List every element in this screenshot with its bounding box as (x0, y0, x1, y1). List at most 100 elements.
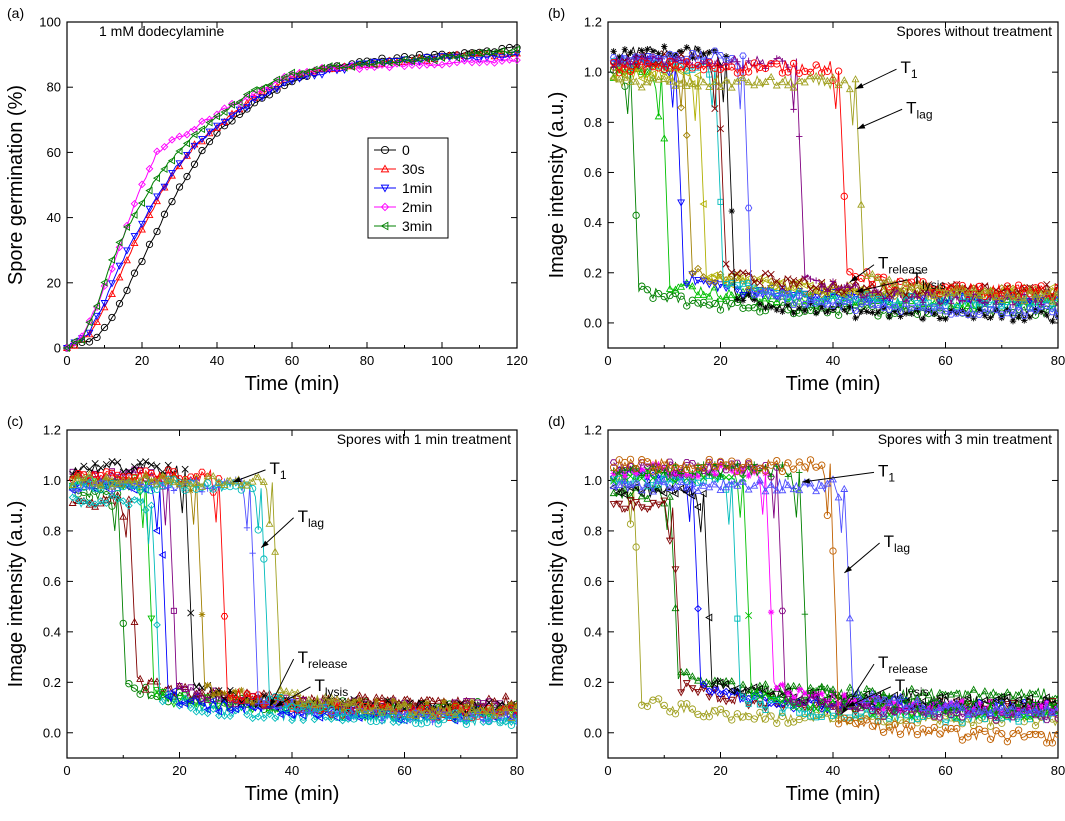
data-point (851, 75, 860, 83)
data-point (153, 462, 161, 470)
data-point (209, 485, 217, 493)
data-point (85, 470, 94, 478)
data-point (226, 712, 234, 721)
y-tick-label: 80 (47, 80, 61, 95)
data-point (671, 285, 680, 293)
data-point (671, 566, 680, 574)
data-point (644, 470, 651, 477)
data-point (198, 468, 206, 476)
x-tick-label: 60 (397, 763, 411, 778)
data-point (660, 65, 668, 74)
data-point (801, 307, 809, 314)
data-point (998, 302, 1005, 309)
data-point (874, 694, 882, 702)
x-tick-label: 20 (135, 353, 149, 368)
data-point (818, 713, 825, 720)
intensity-curve (610, 461, 1058, 717)
data-point (632, 478, 641, 486)
data-point (710, 271, 718, 280)
data-point (445, 51, 453, 60)
data-point (886, 313, 893, 321)
data-point (434, 710, 443, 718)
data-point (417, 704, 426, 712)
data-point (451, 701, 459, 708)
data-point (400, 699, 409, 707)
y-tick-label: 1.2 (584, 423, 602, 438)
x-tick-label: 0 (63, 353, 70, 368)
panel-label: (c) (7, 413, 23, 429)
data-point (158, 471, 167, 479)
data-point (147, 486, 156, 495)
data-point (739, 52, 747, 59)
data-point (227, 100, 236, 109)
data-point (423, 56, 431, 65)
data-point (987, 301, 994, 308)
intensity-curve (610, 43, 1058, 325)
data-point (733, 286, 742, 294)
curve-line (613, 498, 1058, 716)
data-point (857, 298, 866, 306)
data-point (80, 462, 88, 470)
data-point (829, 306, 837, 313)
data-point (851, 307, 860, 314)
data-point (812, 300, 820, 307)
data-point (970, 698, 977, 705)
data-point (919, 304, 927, 311)
data-point (176, 682, 183, 690)
data-point (242, 90, 251, 99)
data-point (958, 713, 967, 721)
data-point (355, 65, 364, 73)
data-point (265, 519, 274, 527)
data-point (682, 81, 691, 89)
data-point (734, 58, 741, 65)
data-point (152, 174, 161, 183)
data-point (299, 699, 308, 708)
data-point (694, 604, 702, 613)
legend: 0 30s 1min 2min 3min (367, 137, 449, 239)
data-point (773, 60, 781, 68)
data-point (142, 485, 150, 493)
data-point (136, 486, 144, 494)
data-point (778, 698, 786, 706)
data-point (249, 700, 256, 707)
data-point (85, 465, 94, 473)
data-point (976, 297, 983, 304)
data-point (475, 48, 483, 57)
data-point (210, 692, 217, 699)
data-point (818, 690, 825, 697)
data-point (896, 692, 905, 700)
data-point (756, 300, 764, 308)
data-point (1004, 306, 1011, 313)
data-point (935, 283, 944, 292)
data-point (727, 291, 736, 299)
data-point (637, 504, 646, 512)
data-point (818, 283, 825, 291)
data-point (186, 696, 194, 705)
marker-release: Trelease (849, 254, 928, 283)
data-point (1009, 293, 1017, 301)
data-point (125, 501, 133, 510)
data-point (637, 486, 646, 494)
data-point (164, 692, 172, 701)
data-point (756, 289, 764, 297)
data-point (136, 498, 144, 506)
data-point (248, 714, 257, 723)
x-tick-label: 60 (285, 353, 299, 368)
data-point (682, 131, 691, 140)
data-point (181, 465, 189, 473)
data-point (750, 690, 758, 698)
data-point (722, 292, 731, 300)
data-point (739, 297, 747, 304)
data-point (755, 700, 764, 708)
data-point (992, 300, 1000, 308)
data-point (784, 291, 792, 298)
data-point (644, 473, 651, 480)
data-point (142, 467, 150, 474)
data-point (1003, 693, 1011, 702)
data-point (919, 703, 927, 712)
data-point (362, 59, 371, 68)
data-point (130, 617, 139, 626)
data-point (784, 481, 792, 489)
data-point (823, 292, 832, 300)
data-point (1037, 708, 1046, 716)
